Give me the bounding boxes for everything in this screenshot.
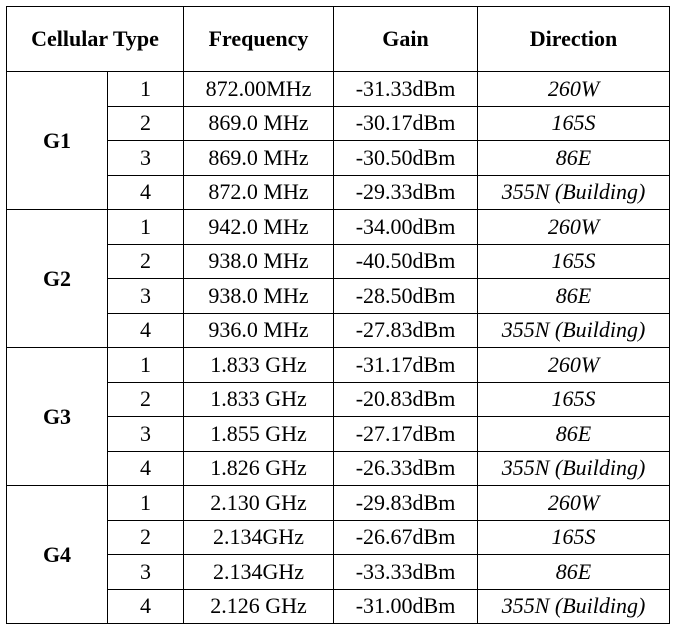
frequency-cell: 2.126 GHz (183, 588, 334, 624)
data-table: Cellular Type Frequency Gain Direction G… (6, 6, 670, 624)
table-row: 4 2.126 GHz -31.00dBm 355N (Building) (7, 588, 670, 624)
frequency-cell: 1.833 GHz (183, 381, 334, 417)
gain-cell: -31.00dBm (333, 588, 478, 624)
table-row: 4 1.826 GHz -26.33dBm 355N (Building) (7, 450, 670, 486)
gain-cell: -34.00dBm (333, 209, 478, 245)
gain-cell: -27.17dBm (333, 416, 478, 452)
group-cell: G4 (6, 485, 108, 624)
index-cell: 2 (107, 519, 184, 555)
direction-cell: 260W (477, 485, 670, 521)
table-row: 2 2.134GHz -26.67dBm 165S (7, 519, 670, 555)
gain-cell: -26.33dBm (333, 450, 478, 486)
frequency-cell: 1.833 GHz (183, 347, 334, 383)
frequency-cell: 872.00MHz (183, 71, 334, 107)
index-cell: 3 (107, 140, 184, 176)
index-cell: 1 (107, 209, 184, 245)
frequency-cell: 1.826 GHz (183, 450, 334, 486)
header-cell: Direction (477, 6, 670, 72)
index-cell: 1 (107, 347, 184, 383)
direction-cell: 165S (477, 519, 670, 555)
frequency-cell: 936.0 MHz (183, 312, 334, 348)
gain-cell: -20.83dBm (333, 381, 478, 417)
index-cell: 1 (107, 485, 184, 521)
frequency-cell: 869.0 MHz (183, 140, 334, 176)
direction-cell: 355N (Building) (477, 174, 670, 210)
table-row: G1 1 872.00MHz -31.33dBm 260W (6, 71, 670, 210)
frequency-cell: 1.855 GHz (183, 416, 334, 452)
gain-cell: -31.33dBm (333, 71, 478, 107)
direction-cell: 86E (477, 140, 670, 176)
table-row: 2 938.0 MHz -40.50dBm 165S (7, 243, 670, 279)
frequency-cell: 2.134GHz (183, 554, 334, 590)
table-body: G1 1 872.00MHz -31.33dBm 260W 2 869.0 MHz -30.1… (6, 71, 670, 624)
direction-cell: 165S (477, 243, 670, 279)
frequency-cell: 942.0 MHz (183, 209, 334, 245)
header-cell: Gain (333, 6, 478, 72)
direction-cell: 86E (477, 278, 670, 314)
header-cell: Frequency (183, 6, 334, 72)
gain-cell: -30.17dBm (333, 105, 478, 141)
direction-cell: 86E (477, 416, 670, 452)
gain-cell: -31.17dBm (333, 347, 478, 383)
index-cell: 3 (107, 278, 184, 314)
frequency-cell: 869.0 MHz (183, 105, 334, 141)
group-cell: G3 (6, 347, 108, 486)
frequency-cell: 2.134GHz (183, 519, 334, 555)
direction-cell: 165S (477, 381, 670, 417)
gain-cell: -26.67dBm (333, 519, 478, 555)
index-cell: 4 (107, 450, 184, 486)
index-cell: 2 (107, 381, 184, 417)
index-cell: 4 (107, 588, 184, 624)
index-cell: 1 (107, 71, 184, 107)
direction-cell: 355N (Building) (477, 588, 670, 624)
gain-cell: -29.83dBm (333, 485, 478, 521)
gain-cell: -28.50dBm (333, 278, 478, 314)
index-cell: 2 (107, 105, 184, 141)
direction-cell: 260W (477, 209, 670, 245)
table-row: 3 2.134GHz -33.33dBm 86E (7, 554, 670, 590)
direction-cell: 165S (477, 105, 670, 141)
gain-cell: -29.33dBm (333, 174, 478, 210)
direction-cell: 355N (Building) (477, 450, 670, 486)
table-row: 4 872.0 MHz -29.33dBm 355N (Building) (7, 174, 670, 210)
frequency-cell: 872.0 MHz (183, 174, 334, 210)
index-cell: 3 (107, 416, 184, 452)
header-cell: Cellular Type (6, 6, 184, 72)
frequency-cell: 938.0 MHz (183, 278, 334, 314)
group-cell: G2 (6, 209, 108, 348)
direction-cell: 86E (477, 554, 670, 590)
header-row: Cellular Type Frequency Gain Direction (6, 6, 670, 72)
group-cell: G1 (6, 71, 108, 210)
table-row: 4 936.0 MHz -27.83dBm 355N (Building) (7, 312, 670, 348)
frequency-cell: 938.0 MHz (183, 243, 334, 279)
table-row: G2 1 942.0 MHz -34.00dBm 260W (6, 209, 670, 348)
direction-cell: 260W (477, 347, 670, 383)
direction-cell: 355N (Building) (477, 312, 670, 348)
index-cell: 4 (107, 312, 184, 348)
table-row: 2 1.833 GHz -20.83dBm 165S (7, 381, 670, 417)
direction-cell: 260W (477, 71, 670, 107)
table-row: G4 1 2.130 GHz -29.83dBm 260W (6, 485, 670, 624)
gain-cell: -40.50dBm (333, 243, 478, 279)
table-row: G3 1 1.833 GHz -31.17dBm 260W (6, 347, 670, 486)
index-cell: 2 (107, 243, 184, 279)
frequency-cell: 2.130 GHz (183, 485, 334, 521)
gain-cell: -27.83dBm (333, 312, 478, 348)
index-cell: 4 (107, 174, 184, 210)
gain-cell: -33.33dBm (333, 554, 478, 590)
index-cell: 3 (107, 554, 184, 590)
gain-cell: -30.50dBm (333, 140, 478, 176)
table-row: 2 869.0 MHz -30.17dBm 165S (7, 105, 670, 141)
